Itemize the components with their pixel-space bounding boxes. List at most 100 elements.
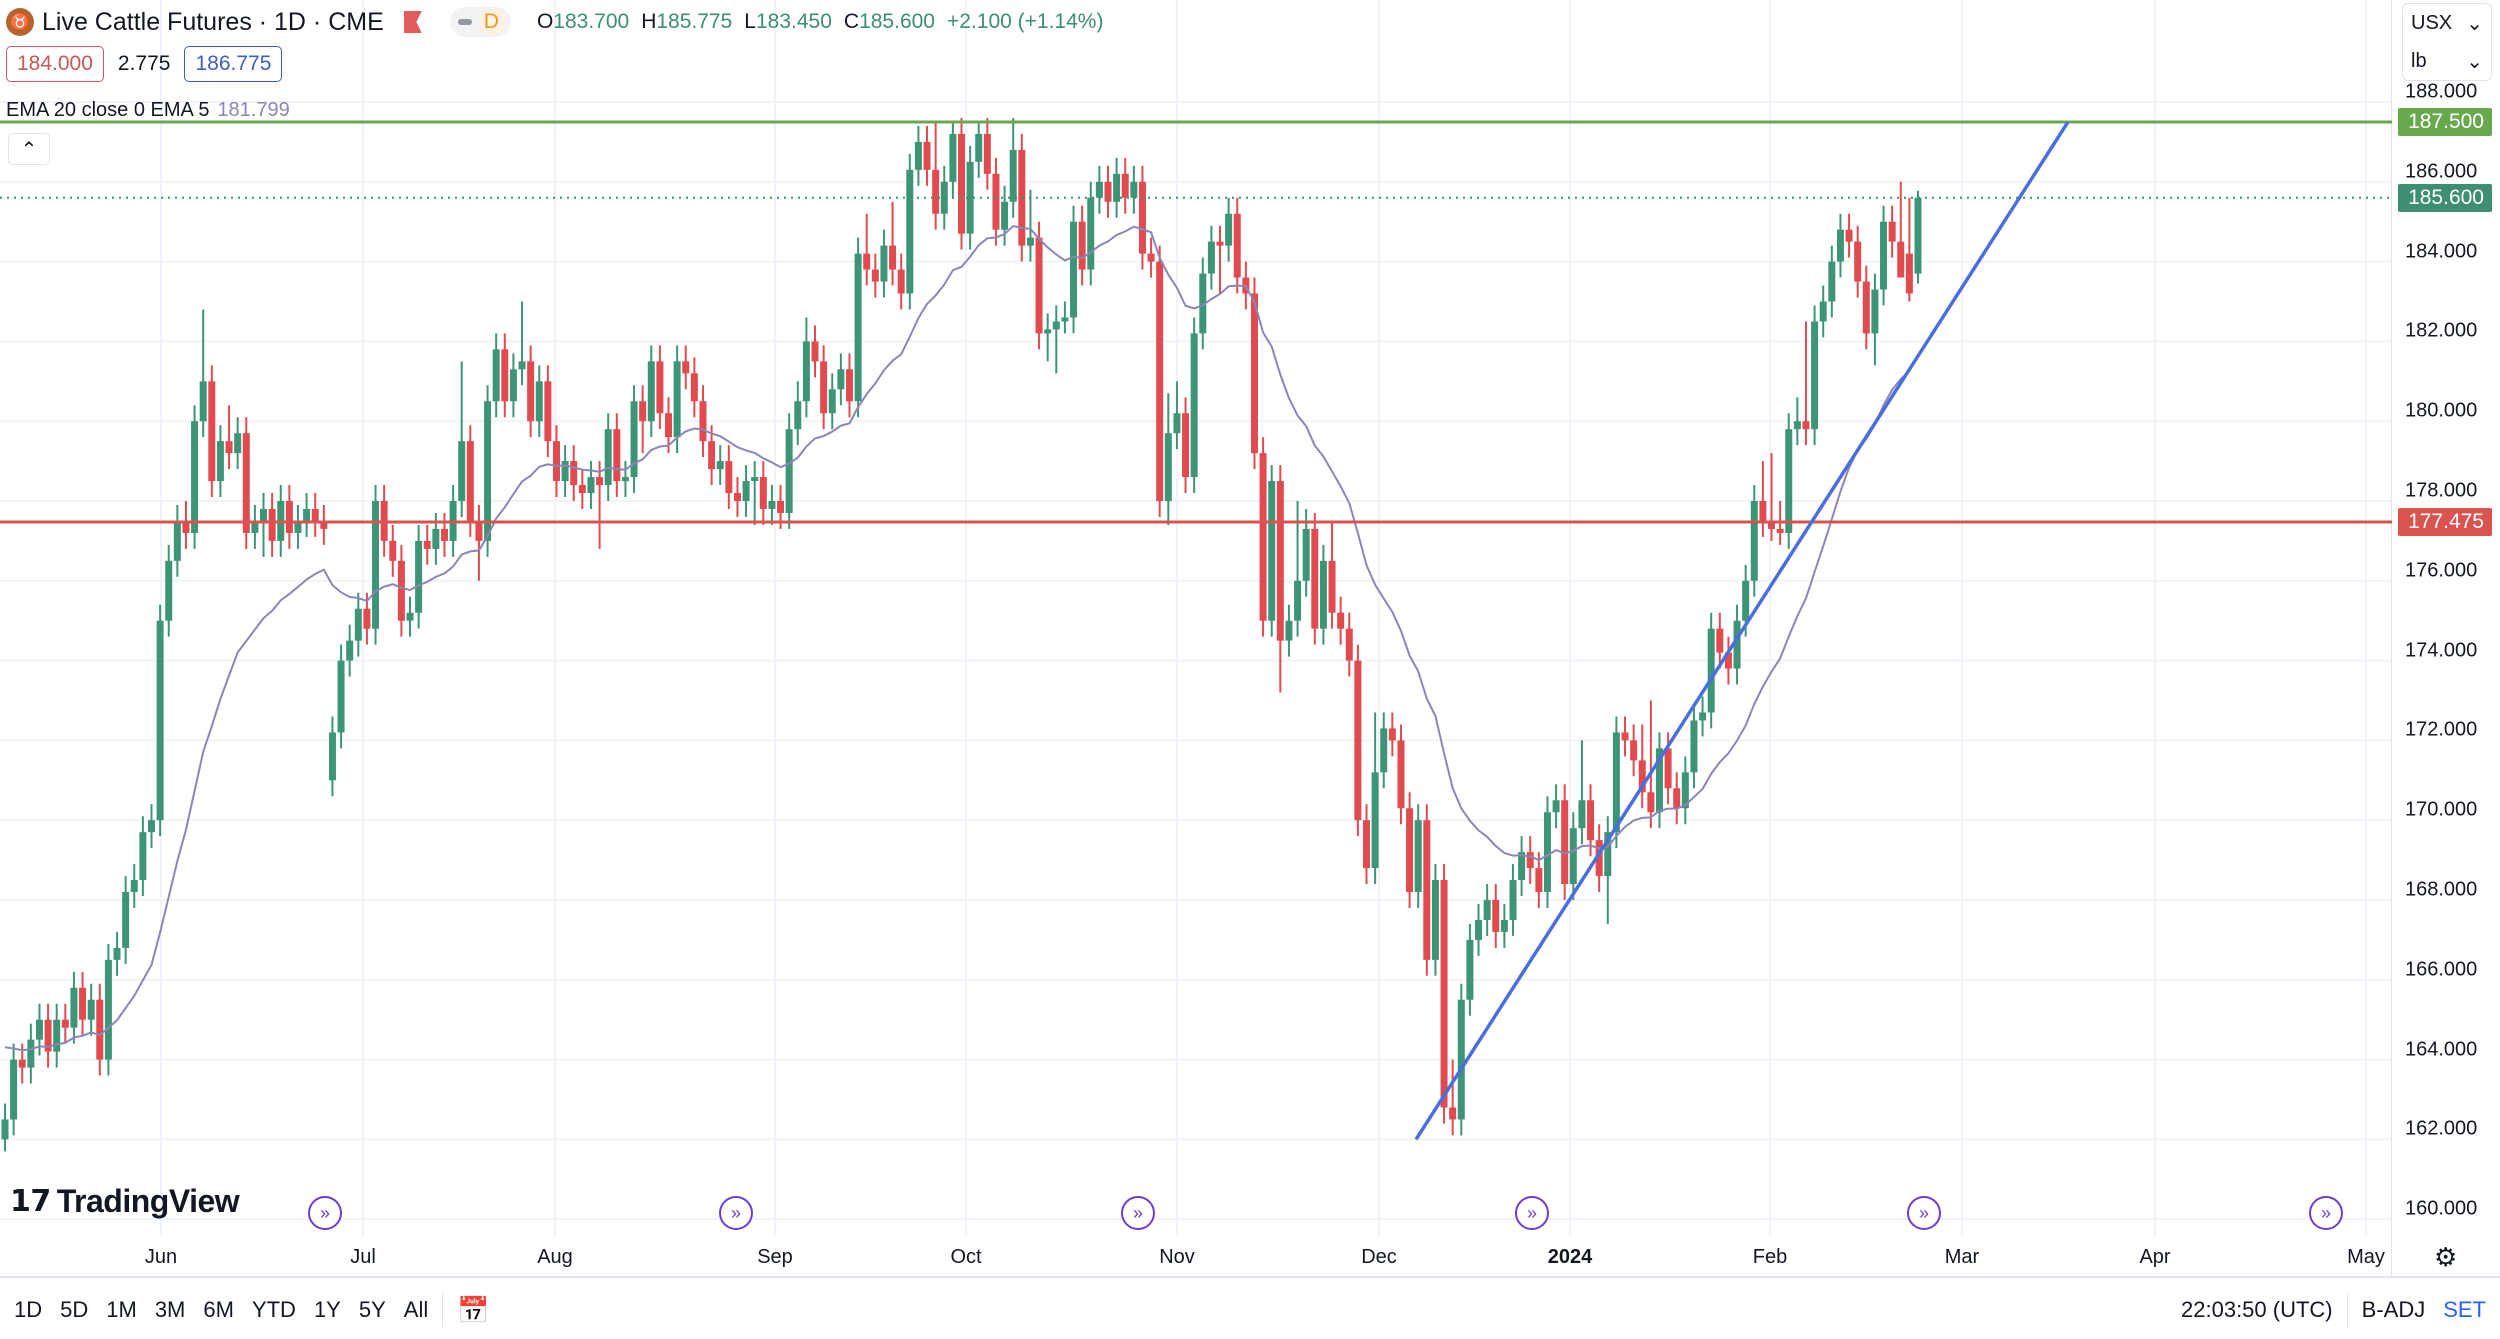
- candle-body: [1802, 421, 1810, 430]
- unit-selector[interactable]: USX ⌄ lb ⌄: [2402, 3, 2492, 81]
- ohlc-readout: O183.700 H185.775 L183.450 C185.600 +2.1…: [537, 10, 1104, 34]
- candle-body: [35, 1019, 43, 1040]
- candle-body: [1655, 748, 1663, 813]
- candle-body: [79, 987, 87, 1020]
- range-buttons: 1D 5D 1M 3M 6M YTD 1Y 5Y All: [14, 1297, 428, 1323]
- candle-body: [216, 441, 224, 482]
- price-tick-label: 168.000: [2405, 878, 2478, 901]
- range-button-5y[interactable]: 5Y: [358, 1297, 386, 1322]
- price-tick-label: 160.000: [2405, 1197, 2478, 1220]
- quote-row: 184.000 2.775 186.775: [6, 46, 283, 82]
- candle-body: [1061, 317, 1069, 322]
- tradingview-logo[interactable]: 𝟭𝟳 TradingView: [10, 1183, 240, 1220]
- adjustment-toggle[interactable]: B-ADJ: [2361, 1297, 2426, 1322]
- candle-body: [182, 520, 190, 533]
- range-button-5d[interactable]: 5D: [60, 1297, 89, 1322]
- divider: [0, 1276, 2500, 1278]
- candle-body: [578, 485, 586, 494]
- range-button-1d[interactable]: 1D: [14, 1297, 43, 1322]
- candle-body: [285, 501, 293, 533]
- candle-body: [251, 520, 259, 533]
- candle-body: [458, 441, 466, 501]
- clock[interactable]: 22:03:50 (UTC): [2181, 1297, 2333, 1322]
- candle-body: [372, 501, 380, 629]
- candle-body: [406, 612, 414, 621]
- candle-body: [949, 133, 957, 182]
- settings-gear-icon[interactable]: ⚙: [2434, 1242, 2458, 1272]
- candle-body: [139, 832, 147, 881]
- candle-body: [1035, 237, 1043, 334]
- dividend-arrow-icon[interactable]: »: [719, 1196, 753, 1230]
- candle-body: [363, 608, 371, 629]
- candle-body: [1475, 919, 1483, 940]
- flag-icon[interactable]: [403, 11, 422, 33]
- candle-body: [320, 520, 328, 529]
- candle-body: [1552, 800, 1560, 813]
- candle-body: [1578, 800, 1586, 829]
- candle-body: [673, 361, 681, 438]
- candle-body: [294, 520, 302, 533]
- range-button-all[interactable]: All: [403, 1297, 429, 1322]
- dividend-arrow-icon[interactable]: »: [308, 1196, 342, 1230]
- candle-body: [1647, 792, 1655, 813]
- indicator-legend[interactable]: EMA 20 close 0 EMA 5 181.799: [6, 99, 290, 122]
- close-label: C: [843, 10, 860, 33]
- candle-body: [1854, 241, 1862, 282]
- range-button-ytd[interactable]: YTD: [251, 1297, 296, 1322]
- chevron-down-icon: ⌄: [2466, 12, 2483, 35]
- candle-body: [604, 429, 612, 486]
- unit-dropdown[interactable]: lb ⌄: [2403, 42, 2491, 80]
- range-button-1m[interactable]: 1M: [106, 1297, 137, 1322]
- candle-body: [1431, 880, 1439, 960]
- dividend-arrow-icon[interactable]: »: [1121, 1196, 1155, 1230]
- calendar-range-icon[interactable]: 📅: [457, 1294, 490, 1325]
- candle-body: [871, 269, 879, 282]
- sell-button[interactable]: 184.000: [6, 46, 104, 82]
- brand-name: TradingView: [56, 1183, 240, 1219]
- candle-body: [863, 253, 871, 270]
- candle-body: [1811, 321, 1819, 430]
- price-chart[interactable]: [0, 0, 2392, 1276]
- candle-body: [475, 520, 483, 541]
- last_price-price-badge: 185.600: [2398, 183, 2492, 212]
- buy-button[interactable]: 186.775: [184, 46, 283, 82]
- session-badge[interactable]: D: [449, 7, 511, 37]
- candle-body: [104, 959, 112, 1060]
- candle-body: [630, 401, 638, 478]
- candle-body: [1845, 229, 1853, 242]
- candle-body: [10, 1059, 18, 1120]
- collapse-legend-button[interactable]: ⌃: [8, 133, 50, 165]
- range-button-6m[interactable]: 6M: [203, 1297, 234, 1322]
- candle-body: [1423, 820, 1431, 960]
- candle-body: [1156, 261, 1164, 501]
- candle-body: [509, 369, 517, 402]
- session-toggle[interactable]: SET: [2443, 1297, 2486, 1322]
- candle-body: [1173, 413, 1181, 434]
- candle-body: [432, 528, 440, 549]
- candle-body: [242, 433, 250, 533]
- symbol-title[interactable]: Live Cattle Futures · 1D · CME: [42, 7, 384, 36]
- time-tick-label: Nov: [1159, 1246, 1195, 1268]
- candle-body: [1337, 612, 1345, 629]
- price-tick-label: 180.000: [2405, 399, 2478, 422]
- range-button-1y[interactable]: 1Y: [313, 1297, 341, 1322]
- minus-icon: [457, 19, 472, 25]
- currency-dropdown[interactable]: USX ⌄: [2403, 4, 2491, 42]
- dividend-arrow-icon[interactable]: »: [1515, 1196, 1549, 1230]
- dividend-arrow-icon[interactable]: »: [1907, 1196, 1941, 1230]
- price-tick-label: 162.000: [2405, 1117, 2478, 1140]
- candle-body: [1630, 740, 1638, 761]
- candle-body: [725, 461, 733, 494]
- candle-body: [854, 253, 862, 402]
- candle-body: [44, 1019, 52, 1052]
- time-tick-label: 2024: [1547, 1246, 1593, 1268]
- candle-body: [1026, 237, 1034, 246]
- dividend-arrow-icon[interactable]: »: [2309, 1196, 2343, 1230]
- candle-body: [311, 508, 319, 521]
- candle-body: [61, 1019, 69, 1028]
- candle-body: [682, 361, 690, 374]
- candle-body: [1044, 329, 1052, 334]
- range-button-3m[interactable]: 3M: [154, 1297, 186, 1322]
- candle-body: [96, 999, 104, 1060]
- candle-body: [466, 441, 474, 521]
